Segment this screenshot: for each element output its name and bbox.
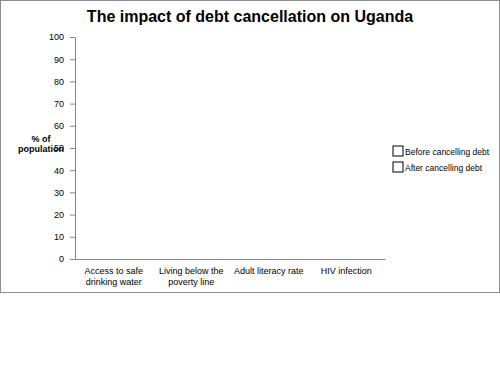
y-tick: 40	[54, 166, 75, 176]
x-tick-label: Living below thepoverty line	[159, 266, 224, 286]
y-tick-label: 30	[54, 188, 64, 198]
y-tick: 10	[54, 232, 75, 242]
y-tick: 60	[54, 121, 75, 131]
y-tick: 80	[54, 77, 75, 87]
legend: Before cancelling debt After cancelling d…	[393, 146, 490, 173]
y-tick-mark	[70, 259, 75, 260]
legend-swatch	[393, 146, 403, 156]
y-tick-mark	[70, 148, 75, 149]
y-tick: 0	[59, 254, 75, 264]
y-tick-label: 70	[54, 99, 64, 109]
y-tick-label: 40	[54, 166, 64, 176]
x-tick: Access to safedrinking water	[84, 259, 143, 287]
legend-item: Before cancelling debt	[393, 146, 490, 157]
x-tick: Living below thepoverty line	[159, 259, 224, 287]
y-tick-mark	[70, 59, 75, 60]
y-tick-mark	[70, 104, 75, 105]
x-tick-label: HIV infection	[321, 266, 372, 276]
y-tick-mark	[70, 192, 75, 193]
x-tick: Adult literacy rate	[234, 259, 304, 276]
legend-swatch	[393, 162, 403, 172]
y-tick-label: 90	[54, 55, 64, 65]
y-tick: 20	[54, 210, 75, 220]
y-tick-label: 20	[54, 210, 64, 220]
y-tick-mark	[70, 215, 75, 216]
plot: 0102030405060708090100Access to safedrin…	[49, 32, 386, 286]
legend-label: After cancelling debt	[405, 163, 483, 173]
y-tick: 90	[54, 55, 75, 65]
legend-label: Before cancelling debt	[405, 147, 490, 157]
x-tick: HIV infection	[321, 259, 372, 276]
y-tick-label: 100	[49, 32, 64, 42]
legend-item: After cancelling debt	[393, 162, 483, 173]
x-axis: Access to safedrinking water Living below…	[76, 259, 386, 287]
y-tick: 100	[49, 32, 75, 42]
chart-frame	[1, 1, 500, 293]
y-tick-label: 80	[54, 77, 64, 87]
x-axis-line	[76, 259, 386, 260]
x-tick-label: Adult literacy rate	[234, 266, 304, 276]
y-tick-mark	[70, 170, 75, 171]
title: The impact of debt cancellation on Ugand…	[87, 8, 413, 25]
y-tick-label: 0	[59, 254, 64, 264]
y-tick: 30	[54, 188, 75, 198]
x-tick-label: Access to safedrinking water	[84, 266, 143, 286]
y-tick-label: 60	[54, 121, 64, 131]
y-tick-mark	[70, 81, 75, 82]
y-tick-mark	[70, 37, 75, 38]
y-tick-label: 10	[54, 232, 64, 242]
y-axis-line	[70, 38, 76, 260]
y-tick: 70	[54, 99, 75, 109]
y-axis-title: % ofpopulation	[18, 134, 64, 154]
y-tick-mark	[70, 237, 75, 238]
y-tick-mark	[70, 126, 75, 127]
chart: The impact of debt cancellation on Ugand…	[0, 0, 500, 375]
